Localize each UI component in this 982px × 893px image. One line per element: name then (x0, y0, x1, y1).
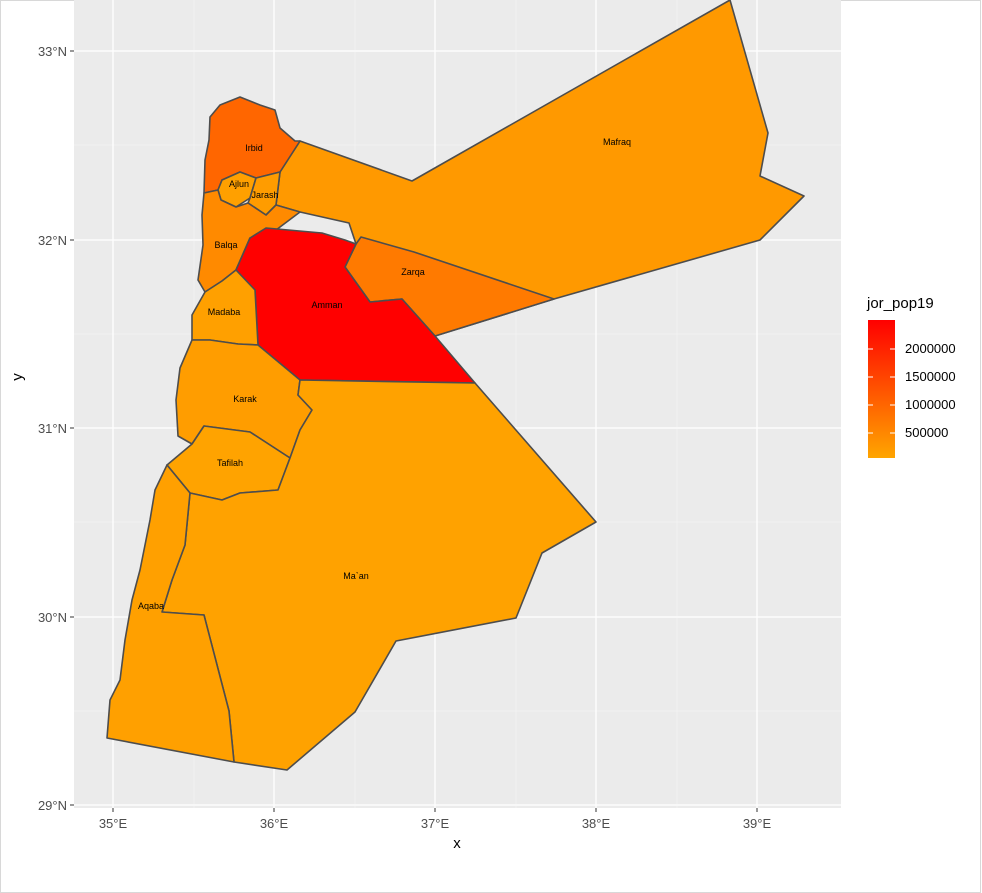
x-tick-label: 39°E (743, 816, 772, 831)
legend-break-label: 1500000 (905, 369, 956, 384)
y-tick-label: 33°N (38, 44, 67, 59)
region-aqaba[interactable] (106, 464, 235, 763)
regions (106, 0, 805, 771)
x-tick-label: 37°E (421, 816, 450, 831)
y-axis: 29°N 30°N 31°N 32°N 33°N y (9, 44, 74, 813)
region-label-irbid: Irbid (245, 143, 263, 153)
region-label-ajlun: Ajlun (229, 179, 249, 189)
y-axis-title: y (9, 373, 26, 381)
y-tick-label: 32°N (38, 233, 67, 248)
region-label-tafilah: Tafilah (217, 458, 243, 468)
legend-break-label: 500000 (905, 425, 948, 440)
region-labels: Irbid Ajlun Jarash Balqa Mafraq Zarqa Am… (138, 137, 631, 611)
legend-colorbar (868, 320, 895, 458)
region-label-amman: Amman (311, 300, 342, 310)
region-label-balqa: Balqa (214, 240, 237, 250)
legend-break-label: 2000000 (905, 341, 956, 356)
region-label-madaba: Madaba (208, 307, 241, 317)
region-label-karak: Karak (233, 394, 257, 404)
x-tick-label: 38°E (582, 816, 611, 831)
y-tick-label: 29°N (38, 798, 67, 813)
legend-break-label: 1000000 (905, 397, 956, 412)
region-label-jarash: Jarash (251, 190, 278, 200)
region-label-zarqa: Zarqa (401, 267, 425, 277)
region-label-aqaba: Aqaba (138, 601, 164, 611)
x-tick-label: 36°E (260, 816, 289, 831)
region-label-maan: Ma`an (343, 571, 369, 581)
region-label-mafraq: Mafraq (603, 137, 631, 147)
x-axis-title: x (453, 835, 461, 852)
x-tick-label: 35°E (99, 816, 128, 831)
legend: jor_pop19 2000000 1500000 1000000 500000 (866, 295, 956, 458)
x-axis: 35°E 36°E 37°E 38°E 39°E x (99, 808, 772, 852)
legend-title: jor_pop19 (866, 295, 934, 312)
y-tick-label: 30°N (38, 610, 67, 625)
y-tick-label: 31°N (38, 421, 67, 436)
